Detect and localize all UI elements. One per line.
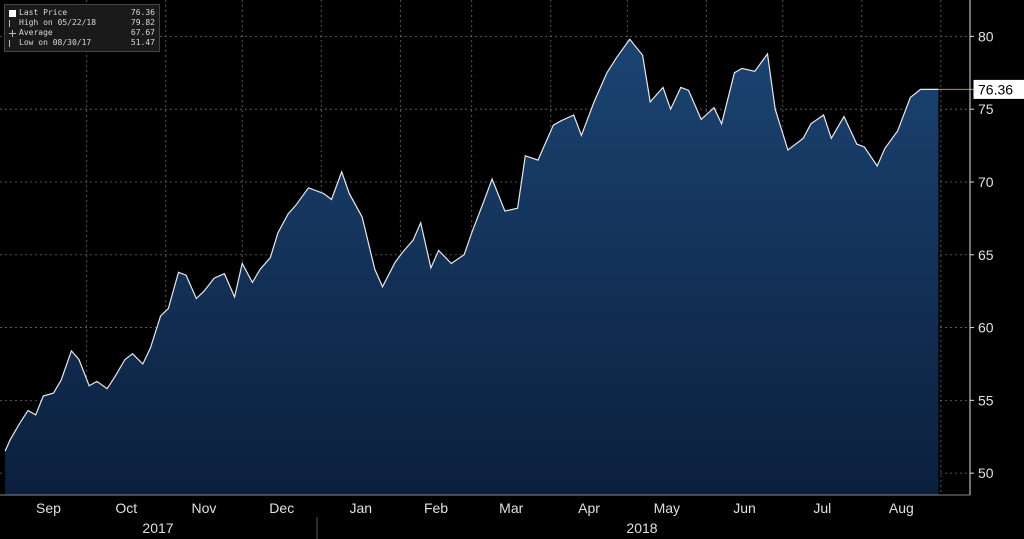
legend-row-last-price: Last Price 76.36 (9, 8, 155, 18)
legend-row-average: Average 67.67 (9, 28, 155, 38)
legend-label: Average (19, 28, 53, 37)
price-area (5, 39, 939, 496)
legend: Last Price 76.36 High on 05/22/18 79.82 … (4, 4, 160, 52)
y-tick-label: 75 (978, 101, 994, 117)
y-tick-label: 70 (978, 174, 994, 190)
price-line (4, 38, 939, 452)
last-price-tag (973, 79, 1024, 99)
year-label: 2018 (626, 520, 657, 536)
legend-row-high: High on 05/22/18 79.82 (9, 18, 155, 28)
x-tick-label: Aug (889, 500, 914, 516)
area-layer (4, 38, 939, 496)
legend-label: High on 05/22/18 (19, 18, 97, 27)
x-tick-label: Dec (269, 500, 294, 516)
legend-label: Last Price (19, 8, 68, 17)
x-tick-label: Jan (350, 500, 373, 516)
x-tick-label: Jun (733, 500, 756, 516)
square-icon (9, 9, 16, 17)
x-tick-label: Feb (424, 500, 448, 516)
x-tick-label: May (654, 500, 680, 516)
legend-value: 51.47 (130, 38, 155, 47)
y-tick-label: 65 (978, 247, 994, 263)
tick-icon (9, 19, 16, 27)
y-axis: 50 55 60 65 70 75 80 76.36 (938, 0, 1024, 495)
last-price-label: 76.36 (978, 81, 1013, 97)
x-tick-label: Oct (115, 500, 137, 516)
year-label: 2017 (142, 520, 173, 536)
legend-value: 79.82 (130, 18, 155, 27)
legend-value: 67.67 (130, 28, 155, 37)
x-tick-label: Apr (578, 500, 600, 516)
legend-row-low: Low on 08/30/17 51.47 (9, 38, 155, 48)
legend-label: Low on 08/30/17 (19, 38, 92, 47)
x-tick-label: Jul (813, 500, 831, 516)
x-axis: Sep Oct Nov Dec Jan Feb Mar Apr May Jun Jul Aug 2017… (0, 494, 970, 539)
x-tick-label: Mar (499, 500, 523, 516)
x-tick-label: Sep (36, 500, 61, 516)
plus-icon (9, 29, 16, 37)
y-tick-label: 55 (978, 392, 994, 408)
legend-value: 76.36 (130, 8, 155, 17)
tick-icon (9, 39, 16, 47)
y-tick-label: 80 (978, 28, 994, 44)
x-tick-label: Nov (192, 500, 217, 516)
y-tick-label: 60 (978, 320, 994, 336)
y-tick-label: 50 (978, 465, 994, 481)
